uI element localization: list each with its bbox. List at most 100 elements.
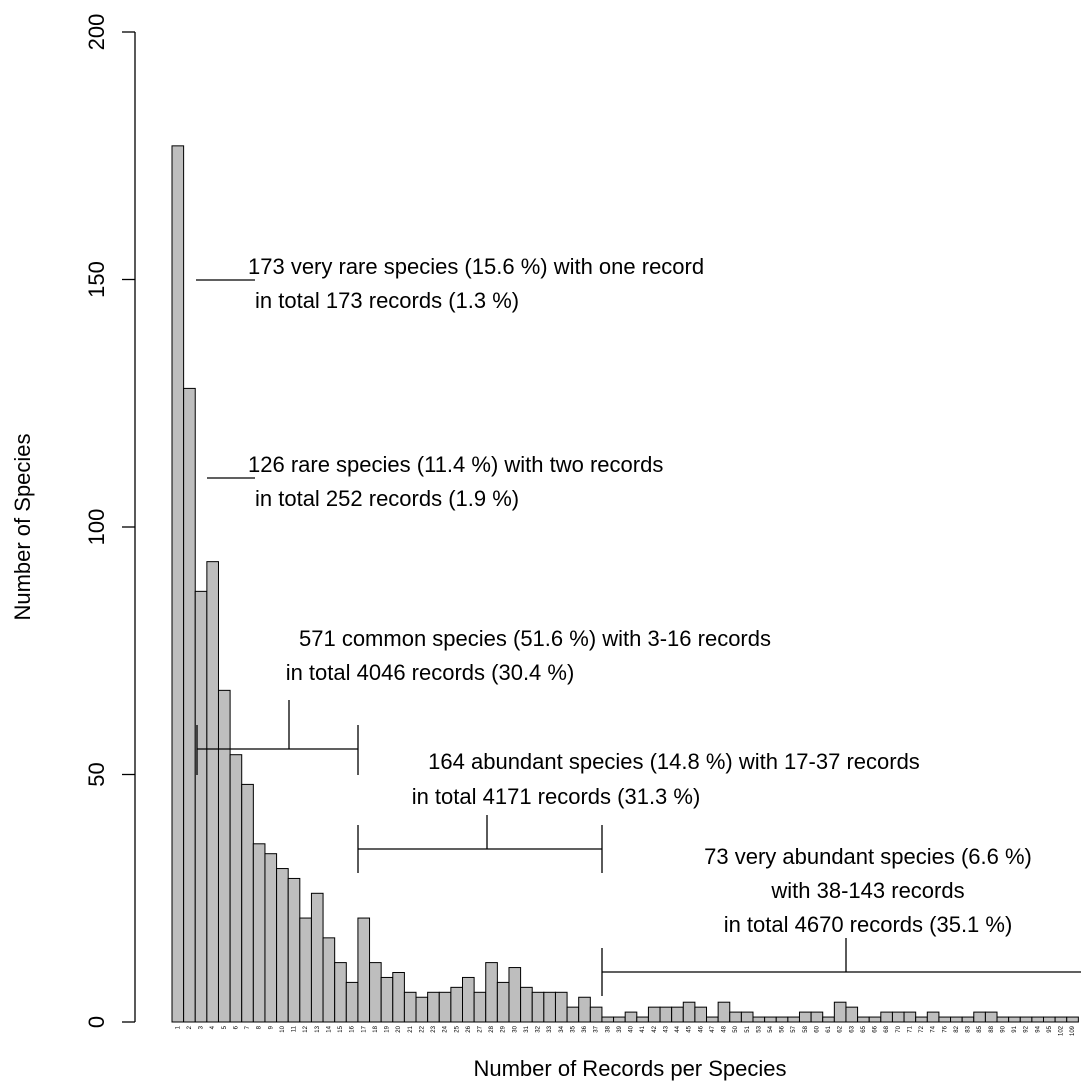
- bar: [403, 991, 417, 1023]
- bar: [1043, 1016, 1056, 1023]
- bar: [624, 1011, 638, 1023]
- bar: [950, 1016, 963, 1023]
- bar: [764, 1016, 777, 1023]
- bar: [694, 1006, 708, 1023]
- annotation: in total 252 records (1.9 %): [255, 486, 519, 511]
- bar: [392, 972, 405, 1023]
- x-tick-label: 37: [594, 1025, 600, 1032]
- x-tick-label: 30: [512, 1025, 518, 1032]
- x-tick-label: 71: [907, 1025, 913, 1032]
- x-tick-label: 5: [222, 1025, 228, 1029]
- x-tick-label: 26: [466, 1025, 472, 1032]
- x-tick-label: 91: [1012, 1025, 1018, 1032]
- bar: [903, 1011, 917, 1023]
- x-tick-label: 24: [443, 1025, 449, 1032]
- bar: [1031, 1016, 1045, 1023]
- x-tick-label: 82: [954, 1025, 960, 1032]
- bar: [961, 1016, 975, 1023]
- x-tick-label: 72: [919, 1025, 925, 1032]
- bar: [740, 1011, 754, 1023]
- bar: [671, 1006, 684, 1023]
- x-tick-label: 20: [396, 1025, 402, 1032]
- bar: [810, 1011, 824, 1023]
- bar: [682, 1001, 696, 1023]
- x-tick-label: 29: [501, 1025, 507, 1032]
- annotation: in total 173 records (1.3 %): [255, 288, 519, 313]
- x-tick-label: 85: [977, 1025, 983, 1032]
- bar: [357, 917, 371, 1023]
- x-tick-label: 22: [419, 1025, 425, 1032]
- x-tick-label: 102: [1059, 1025, 1065, 1036]
- x-tick-label: 3: [199, 1025, 205, 1029]
- x-tick-label: 11: [292, 1025, 298, 1032]
- x-tick-label: 15: [338, 1025, 344, 1032]
- x-tick-label: 42: [652, 1025, 658, 1032]
- bar: [787, 1016, 800, 1023]
- bar: [171, 145, 185, 1023]
- x-tick-label: 12: [303, 1025, 309, 1032]
- bar: [845, 1006, 859, 1023]
- bar: [206, 561, 219, 1023]
- x-tick-label: 17: [361, 1025, 367, 1032]
- x-tick-label: 25: [454, 1025, 460, 1032]
- bar: [752, 1016, 766, 1023]
- bar: [508, 967, 522, 1023]
- annotation: in total 4171 records (31.3 %): [412, 784, 701, 809]
- bar: [276, 868, 289, 1023]
- bar: [415, 996, 429, 1023]
- x-tick-label: 41: [640, 1025, 646, 1032]
- bar: [880, 1011, 893, 1023]
- bar: [345, 981, 359, 1023]
- x-tick-label: 33: [547, 1025, 553, 1032]
- bar: [636, 1016, 649, 1023]
- bar: [996, 1016, 1010, 1023]
- x-tick-label: 2: [187, 1025, 193, 1029]
- annotation: in total 4046 records (30.4 %): [286, 660, 575, 685]
- x-tick-label: 23: [431, 1025, 437, 1032]
- bar: [485, 962, 498, 1023]
- x-tick-label: 32: [536, 1025, 542, 1032]
- bar: [613, 1016, 626, 1023]
- annotations: 173 very rare species (15.6 %) with one …: [196, 254, 1081, 996]
- bar: [717, 1001, 731, 1023]
- bar: [450, 986, 464, 1023]
- bar: [531, 991, 545, 1023]
- x-tick-label: 53: [756, 1025, 762, 1032]
- x-tick-label: 28: [489, 1025, 495, 1032]
- bar: [380, 976, 394, 1023]
- x-tick-label: 1: [175, 1025, 181, 1029]
- bar: [264, 853, 278, 1023]
- bar: [833, 1001, 847, 1023]
- bar: [891, 1011, 905, 1023]
- annotation: in total 4670 records (35.1 %): [724, 912, 1013, 937]
- x-tick-label: 92: [1024, 1025, 1030, 1032]
- x-tick-label: 14: [326, 1025, 332, 1032]
- x-tick-label: 38: [605, 1025, 611, 1032]
- x-tick-label: 35: [570, 1025, 576, 1032]
- bar: [926, 1011, 940, 1023]
- bar: [520, 986, 533, 1023]
- bar: [1019, 1016, 1033, 1023]
- bar: [1054, 1016, 1068, 1023]
- bar: [310, 892, 324, 1023]
- bar: [334, 962, 347, 1023]
- bar: [241, 783, 254, 1023]
- y-tick-label: 200: [84, 14, 109, 51]
- x-tick-label: 76: [942, 1025, 948, 1032]
- x-tick-label: 43: [663, 1025, 669, 1032]
- annotation: 73 very abundant species (6.6 %): [704, 844, 1032, 869]
- x-tick-label: 109: [1070, 1025, 1076, 1036]
- bar: [462, 976, 475, 1023]
- x-tick-label: 39: [617, 1025, 623, 1032]
- x-tick-label: 27: [478, 1025, 484, 1032]
- bar: [578, 996, 591, 1023]
- x-tick-label: 34: [559, 1025, 565, 1032]
- x-tick-label: 54: [768, 1025, 774, 1032]
- bar: [659, 1006, 673, 1023]
- x-tick-label: 16: [350, 1025, 356, 1032]
- x-tick-label: 21: [408, 1025, 414, 1032]
- bar: [938, 1016, 952, 1023]
- x-tick-label: 6: [233, 1025, 239, 1029]
- x-tick-label: 51: [745, 1025, 751, 1032]
- annotation: with 38-143 records: [770, 878, 964, 903]
